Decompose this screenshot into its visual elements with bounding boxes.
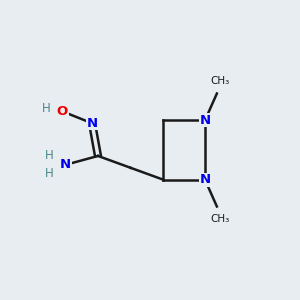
Text: H: H bbox=[42, 102, 50, 115]
Text: CH₃: CH₃ bbox=[210, 76, 230, 86]
Text: N: N bbox=[200, 114, 211, 127]
Text: H: H bbox=[45, 149, 53, 162]
Text: N: N bbox=[86, 117, 98, 130]
Text: CH₃: CH₃ bbox=[210, 214, 230, 224]
Text: N: N bbox=[200, 173, 211, 186]
Text: H: H bbox=[45, 167, 53, 180]
Text: O: O bbox=[57, 105, 68, 118]
Text: N: N bbox=[60, 158, 71, 171]
